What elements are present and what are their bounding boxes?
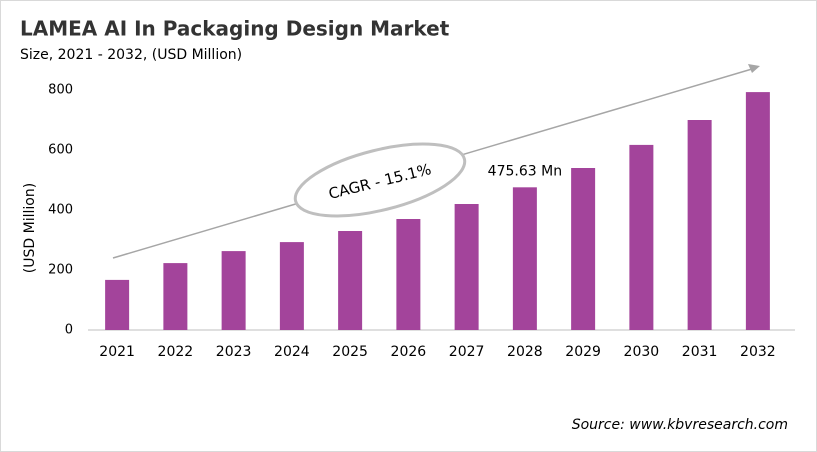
y-tick-label: 200 — [48, 263, 73, 278]
y-axis-label: (USD Million) — [22, 183, 38, 273]
x-tick-label: 2032 — [740, 344, 776, 360]
x-tick-label: 2024 — [274, 344, 310, 360]
x-tick-label: 2021 — [99, 344, 135, 360]
x-tick-label: 2025 — [332, 344, 368, 360]
x-tick-label: 2030 — [624, 344, 660, 360]
x-tick-label: 2022 — [158, 344, 194, 360]
arrow-head — [748, 64, 760, 73]
bar — [454, 204, 479, 330]
bar — [163, 263, 188, 330]
bar — [745, 92, 770, 330]
y-tick-label: 0 — [65, 323, 73, 338]
y-tick-label: 400 — [48, 203, 73, 218]
x-tick-label: 2027 — [449, 344, 485, 360]
x-tick-label: 2026 — [391, 344, 427, 360]
x-tick-label: 2028 — [507, 344, 543, 360]
bar — [338, 231, 363, 330]
x-tick-label: 2031 — [682, 344, 718, 360]
chart-subtitle: Size, 2021 - 2032, (USD Million) — [20, 47, 242, 63]
y-tick-label: 800 — [48, 83, 73, 98]
chart-title: LAMEA AI In Packaging Design Market — [20, 17, 450, 41]
bar — [687, 120, 712, 330]
bar — [105, 279, 130, 330]
bar — [629, 144, 654, 330]
bar — [279, 242, 304, 330]
x-tick-label: 2029 — [565, 344, 601, 360]
value-label: 475.63 Mn — [488, 163, 562, 179]
bar — [221, 251, 246, 330]
bar — [512, 187, 537, 330]
source: Source: www.kbvresearch.com — [572, 417, 788, 433]
x-tick-label: 2023 — [216, 344, 252, 360]
y-tick-label: 600 — [48, 143, 73, 158]
bar — [571, 168, 596, 330]
bar — [396, 219, 421, 330]
cagr-ellipse — [293, 142, 467, 218]
